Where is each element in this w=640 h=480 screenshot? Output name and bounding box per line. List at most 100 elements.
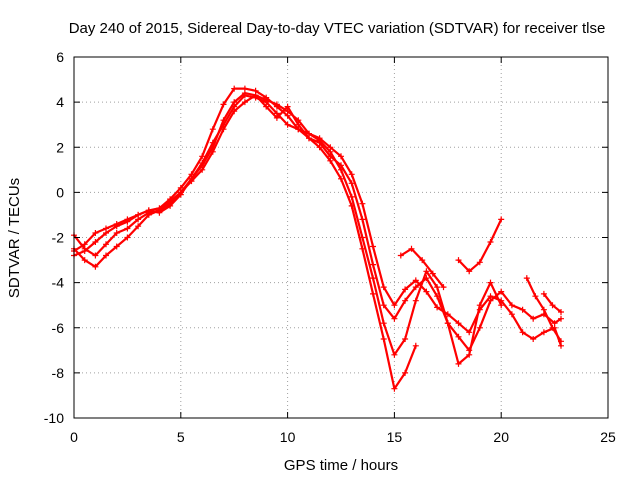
data-point <box>263 96 270 103</box>
series-line <box>72 94 563 352</box>
series-track-3 <box>71 92 564 354</box>
data-point <box>338 162 344 169</box>
data-point <box>558 315 564 322</box>
data-point <box>397 252 404 259</box>
data-point <box>558 338 564 345</box>
x-tick-label: 20 <box>493 429 509 445</box>
series-track-8 <box>540 290 564 315</box>
data-point <box>348 180 355 187</box>
data-point <box>370 243 376 250</box>
data-point <box>423 268 430 275</box>
data-point <box>530 336 537 342</box>
data-point <box>92 230 99 236</box>
data-point <box>444 320 451 327</box>
data-point <box>444 311 451 318</box>
data-point <box>519 306 526 313</box>
data-point <box>476 306 483 313</box>
data-point <box>476 324 483 331</box>
data-point <box>549 324 556 331</box>
series-track-5 <box>397 245 447 291</box>
data-point <box>412 277 419 284</box>
data-point <box>327 153 334 160</box>
y-tick-label: 4 <box>56 94 64 110</box>
data-point <box>113 223 120 230</box>
y-tick-label: -10 <box>44 410 64 426</box>
data-point <box>434 304 441 311</box>
data-point <box>540 306 547 313</box>
data-point <box>81 257 88 264</box>
chart-title: Day 240 of 2015, Sidereal Day-to-day VTE… <box>69 20 606 37</box>
data-point <box>231 85 238 92</box>
data-point <box>429 270 436 277</box>
axis-ticks: 0 5 10 15 20 25 -10 -8 -6 -4 -2 0 2 4 6 <box>44 49 616 445</box>
data-point <box>508 311 515 318</box>
data-point <box>530 315 537 322</box>
data-point <box>92 252 99 259</box>
x-axis-label: GPS time / hours <box>284 457 398 474</box>
data-point <box>348 171 355 178</box>
data-point <box>419 257 426 264</box>
data-point <box>455 333 462 340</box>
data-point <box>370 275 376 282</box>
data-point <box>124 218 131 225</box>
data-point <box>487 279 494 286</box>
data-point <box>370 290 376 297</box>
x-tick-label: 15 <box>387 429 403 445</box>
y-tick-label: 6 <box>56 49 64 65</box>
data-point <box>156 209 163 216</box>
y-tick-label: 0 <box>56 184 64 200</box>
data-point <box>188 175 195 182</box>
data-point <box>455 320 462 327</box>
data-point <box>412 284 419 291</box>
data-point <box>273 101 280 108</box>
data-point <box>327 144 334 151</box>
data-point <box>391 315 398 322</box>
y-tick-label: -8 <box>52 365 65 381</box>
data-point <box>408 245 415 252</box>
data-point <box>380 320 387 327</box>
data-point <box>359 216 366 223</box>
data-point <box>508 302 515 309</box>
grid <box>74 57 608 418</box>
data-point <box>220 126 227 133</box>
data-point <box>402 369 409 376</box>
data-point <box>391 302 398 309</box>
data-point <box>549 302 556 309</box>
data-point <box>402 286 409 293</box>
y-axis-label: SDTVAR / TECUs <box>6 178 23 298</box>
data-point <box>434 284 441 291</box>
data-point <box>338 153 344 160</box>
series-track-6 <box>455 216 505 275</box>
y-tick-label: -4 <box>52 275 65 291</box>
data-point <box>103 241 109 248</box>
data-point <box>423 288 430 295</box>
data-point <box>241 90 248 97</box>
data-point <box>466 347 473 354</box>
data-point <box>380 284 387 291</box>
data-point <box>92 239 99 245</box>
data-point <box>135 211 142 218</box>
data-point <box>338 175 344 182</box>
data-point <box>220 117 227 124</box>
data-point <box>284 121 291 128</box>
y-tick-label: -2 <box>52 230 65 246</box>
data-point <box>402 297 409 304</box>
data-point <box>199 162 206 169</box>
data-point <box>455 257 462 264</box>
data-point <box>487 239 494 245</box>
y-tick-label: 2 <box>56 139 64 155</box>
data-point <box>145 207 152 214</box>
data-point <box>434 293 441 300</box>
data-point <box>359 200 366 207</box>
data-point <box>423 275 430 282</box>
data-point <box>391 385 398 392</box>
data-point <box>380 336 387 342</box>
series-track-7 <box>523 275 564 345</box>
data-point <box>402 336 409 342</box>
data-point <box>124 225 131 232</box>
data-point <box>81 248 88 254</box>
data-point <box>241 99 248 106</box>
data-point <box>519 329 526 336</box>
